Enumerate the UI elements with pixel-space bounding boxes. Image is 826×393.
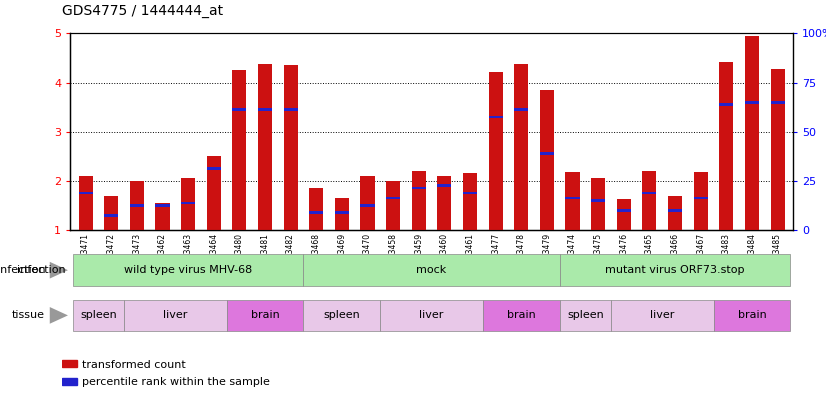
- Text: tissue: tissue: [12, 310, 45, 320]
- Bar: [463, 173, 477, 230]
- Bar: [694, 196, 708, 199]
- Bar: [104, 214, 118, 217]
- Bar: [335, 198, 349, 230]
- Bar: [73, 255, 303, 286]
- Bar: [540, 90, 554, 230]
- Bar: [771, 101, 785, 103]
- Text: brain: brain: [507, 310, 536, 320]
- Text: wild type virus MHV-68: wild type virus MHV-68: [124, 265, 252, 275]
- Bar: [309, 211, 323, 214]
- Bar: [611, 300, 714, 331]
- Bar: [714, 300, 790, 331]
- Bar: [303, 255, 560, 286]
- Bar: [303, 300, 380, 331]
- Bar: [694, 172, 708, 230]
- Bar: [643, 192, 657, 195]
- Text: percentile rank within the sample: percentile rank within the sample: [83, 377, 270, 387]
- Bar: [181, 178, 195, 230]
- Bar: [719, 62, 733, 230]
- Bar: [560, 300, 611, 331]
- Text: spleen: spleen: [567, 310, 604, 320]
- Bar: [335, 211, 349, 214]
- Text: GDS4775 / 1444444_at: GDS4775 / 1444444_at: [62, 4, 223, 18]
- Bar: [719, 103, 733, 106]
- Bar: [437, 184, 452, 187]
- Bar: [283, 65, 297, 230]
- Bar: [78, 176, 93, 230]
- Bar: [155, 203, 169, 230]
- Bar: [232, 108, 246, 111]
- Text: spleen: spleen: [80, 310, 116, 320]
- Bar: [566, 196, 580, 199]
- Bar: [591, 178, 605, 230]
- Bar: [283, 108, 297, 111]
- Bar: [380, 300, 483, 331]
- Text: brain: brain: [738, 310, 767, 320]
- Bar: [73, 300, 124, 331]
- Bar: [62, 360, 77, 367]
- Bar: [360, 204, 374, 207]
- Bar: [566, 172, 580, 230]
- Bar: [411, 171, 426, 230]
- Bar: [489, 116, 503, 118]
- Bar: [181, 202, 195, 204]
- Bar: [591, 199, 605, 202]
- Bar: [483, 300, 560, 331]
- Bar: [643, 171, 657, 230]
- Bar: [489, 72, 503, 230]
- Text: spleen: spleen: [324, 310, 360, 320]
- Bar: [155, 204, 169, 207]
- Bar: [258, 108, 272, 111]
- Bar: [206, 167, 221, 170]
- Text: liver: liver: [650, 310, 675, 320]
- Bar: [745, 101, 759, 103]
- Bar: [62, 378, 77, 385]
- Text: liver: liver: [163, 310, 188, 320]
- Bar: [745, 36, 759, 230]
- Bar: [515, 64, 529, 230]
- Bar: [617, 209, 631, 211]
- Polygon shape: [50, 262, 68, 279]
- Bar: [78, 192, 93, 195]
- Bar: [411, 187, 426, 189]
- Bar: [437, 176, 452, 230]
- Bar: [463, 192, 477, 195]
- Bar: [617, 199, 631, 230]
- Text: infection: infection: [17, 265, 66, 275]
- Text: liver: liver: [420, 310, 444, 320]
- Bar: [540, 152, 554, 155]
- Text: brain: brain: [250, 310, 279, 320]
- Bar: [258, 64, 272, 230]
- Bar: [360, 176, 374, 230]
- Text: mutant virus ORF73.stop: mutant virus ORF73.stop: [605, 265, 745, 275]
- Text: transformed count: transformed count: [83, 360, 186, 370]
- Bar: [515, 108, 529, 111]
- Bar: [386, 181, 400, 230]
- Bar: [309, 188, 323, 230]
- Bar: [771, 69, 785, 230]
- Bar: [206, 156, 221, 230]
- Bar: [386, 196, 400, 199]
- Bar: [560, 255, 790, 286]
- Bar: [124, 300, 226, 331]
- Bar: [130, 181, 144, 230]
- Polygon shape: [50, 307, 68, 324]
- Bar: [104, 195, 118, 230]
- Bar: [232, 70, 246, 230]
- Text: mock: mock: [416, 265, 447, 275]
- Bar: [226, 300, 303, 331]
- Bar: [130, 204, 144, 207]
- Bar: [668, 195, 682, 230]
- Text: infection: infection: [0, 265, 45, 275]
- Bar: [668, 209, 682, 211]
